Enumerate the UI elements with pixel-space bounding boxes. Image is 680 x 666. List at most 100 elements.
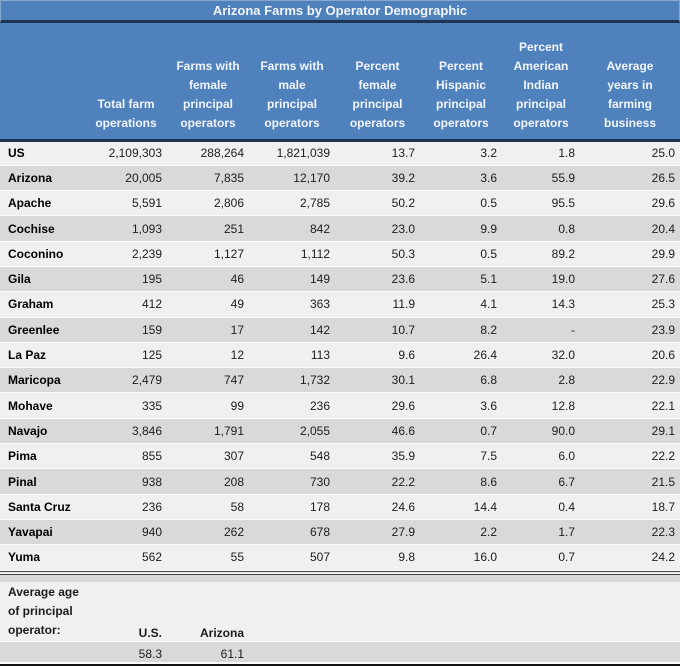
cell: 2,479 <box>85 367 167 394</box>
row-label: La Paz <box>0 342 85 369</box>
cell: 0.8 <box>502 215 580 242</box>
cell: 0.5 <box>420 241 502 267</box>
cell: 5,591 <box>85 190 167 217</box>
column-header: Total farm operations <box>85 23 167 142</box>
row-label: Coconino <box>0 241 85 267</box>
cell: 35.9 <box>335 443 420 470</box>
row-label: Maricopa <box>0 367 85 394</box>
cell: 19.0 <box>502 266 580 293</box>
cell: 16.0 <box>420 544 502 571</box>
footer-values-row: 58.3 61.1 <box>0 641 680 663</box>
cell: 1,093 <box>85 215 167 242</box>
cell: 149 <box>249 266 335 293</box>
table-row: La Paz 125 12 113 9.6 26.4 32.0 20.6 <box>0 342 680 369</box>
cell: 2,055 <box>249 418 335 445</box>
cell: 10.7 <box>335 317 420 343</box>
footer-spacer <box>249 641 680 663</box>
row-label: Navajo <box>0 418 85 445</box>
cell: 18.7 <box>580 494 680 520</box>
cell: 747 <box>167 367 249 394</box>
footer-spacer <box>0 641 85 663</box>
cell: 1,791 <box>167 418 249 445</box>
cell: 23.9 <box>580 317 680 343</box>
row-label: Cochise <box>0 215 85 242</box>
row-label: Gila <box>0 266 85 293</box>
cell: 23.6 <box>335 266 420 293</box>
cell: 29.6 <box>335 392 420 419</box>
cell: 208 <box>167 468 249 495</box>
column-header: Farms with female principal operators <box>167 23 249 142</box>
footer-us-label: U.S. <box>85 581 167 642</box>
double-rule-divider <box>0 570 680 575</box>
row-label: Greenlee <box>0 317 85 343</box>
cell: 6.0 <box>502 443 580 470</box>
cell: 20.6 <box>580 342 680 369</box>
cell: 21.5 <box>580 468 680 495</box>
cell: 6.7 <box>502 468 580 495</box>
cell: 730 <box>249 468 335 495</box>
cell: 3.2 <box>420 140 502 166</box>
cell: 2,109,303 <box>85 140 167 166</box>
cell: 1,112 <box>249 241 335 267</box>
cell: 9.9 <box>420 215 502 242</box>
column-header: Percent American Indian principal operat… <box>502 23 580 142</box>
row-label: US <box>0 140 85 166</box>
footer-spacer <box>249 581 680 642</box>
cell: 288,264 <box>167 140 249 166</box>
cell: 125 <box>85 342 167 369</box>
table-row: Cochise 1,093 251 842 23.0 9.9 0.8 20.4 <box>0 215 680 242</box>
table-title-text: Arizona Farms by Operator Demographic <box>212 3 468 18</box>
cell: 29.6 <box>580 190 680 217</box>
cell: 20,005 <box>85 165 167 192</box>
cell: 12,170 <box>249 165 335 192</box>
cell: 2,239 <box>85 241 167 267</box>
row-label: Apache <box>0 190 85 217</box>
cell: 142 <box>249 317 335 343</box>
cell: 24.2 <box>580 544 680 571</box>
cell: 22.1 <box>580 392 680 419</box>
cell: 46 <box>167 266 249 293</box>
column-header: Farms with male principal operators <box>249 23 335 142</box>
cell: 29.9 <box>580 241 680 267</box>
cell: 8.2 <box>420 317 502 343</box>
table-row: Mohave 335 99 236 29.6 3.6 12.8 22.1 <box>0 392 680 419</box>
cell: 113 <box>249 342 335 369</box>
table-row: Arizona 20,005 7,835 12,170 39.2 3.6 55.9 26.5 <box>0 165 680 192</box>
cell: 49 <box>167 291 249 318</box>
column-header: Average years in farming business <box>580 23 680 142</box>
cell: 1,732 <box>249 367 335 394</box>
cell: 26.4 <box>420 342 502 369</box>
cell: 26.5 <box>580 165 680 192</box>
cell: 22.3 <box>580 519 680 546</box>
cell: 13.7 <box>335 140 420 166</box>
cell: 363 <box>249 291 335 318</box>
table-row: Gila 195 46 149 23.6 5.1 19.0 27.6 <box>0 266 680 293</box>
footer-table: Average age of principal operator: U.S. … <box>0 581 680 663</box>
row-label: Pima <box>0 443 85 470</box>
cell: 0.7 <box>502 544 580 571</box>
row-label: Pinal <box>0 468 85 495</box>
cell: 548 <box>249 443 335 470</box>
row-label: Yuma <box>0 544 85 571</box>
cell: 2.2 <box>420 519 502 546</box>
row-label: Graham <box>0 291 85 318</box>
cell: 0.5 <box>420 190 502 217</box>
cell: 262 <box>167 519 249 546</box>
table-row: Coconino 2,239 1,127 1,112 50.3 0.5 89.2 29.9 <box>0 241 680 267</box>
row-label: Santa Cruz <box>0 494 85 520</box>
row-label: Arizona <box>0 165 85 192</box>
cell: 32.0 <box>502 342 580 369</box>
cell: 46.6 <box>335 418 420 445</box>
cell: 1.8 <box>502 140 580 166</box>
cell: 99 <box>167 392 249 419</box>
cell: 412 <box>85 291 167 318</box>
cell: 159 <box>85 317 167 343</box>
cell: 20.4 <box>580 215 680 242</box>
cell: 1,127 <box>167 241 249 267</box>
cell: 58 <box>167 494 249 520</box>
table-header-row: Total farm operations Farms with female p… <box>0 23 680 142</box>
cell: 1,821,039 <box>249 140 335 166</box>
cell: 55 <box>167 544 249 571</box>
column-header: Percent female principal operators <box>335 23 420 142</box>
cell: 335 <box>85 392 167 419</box>
